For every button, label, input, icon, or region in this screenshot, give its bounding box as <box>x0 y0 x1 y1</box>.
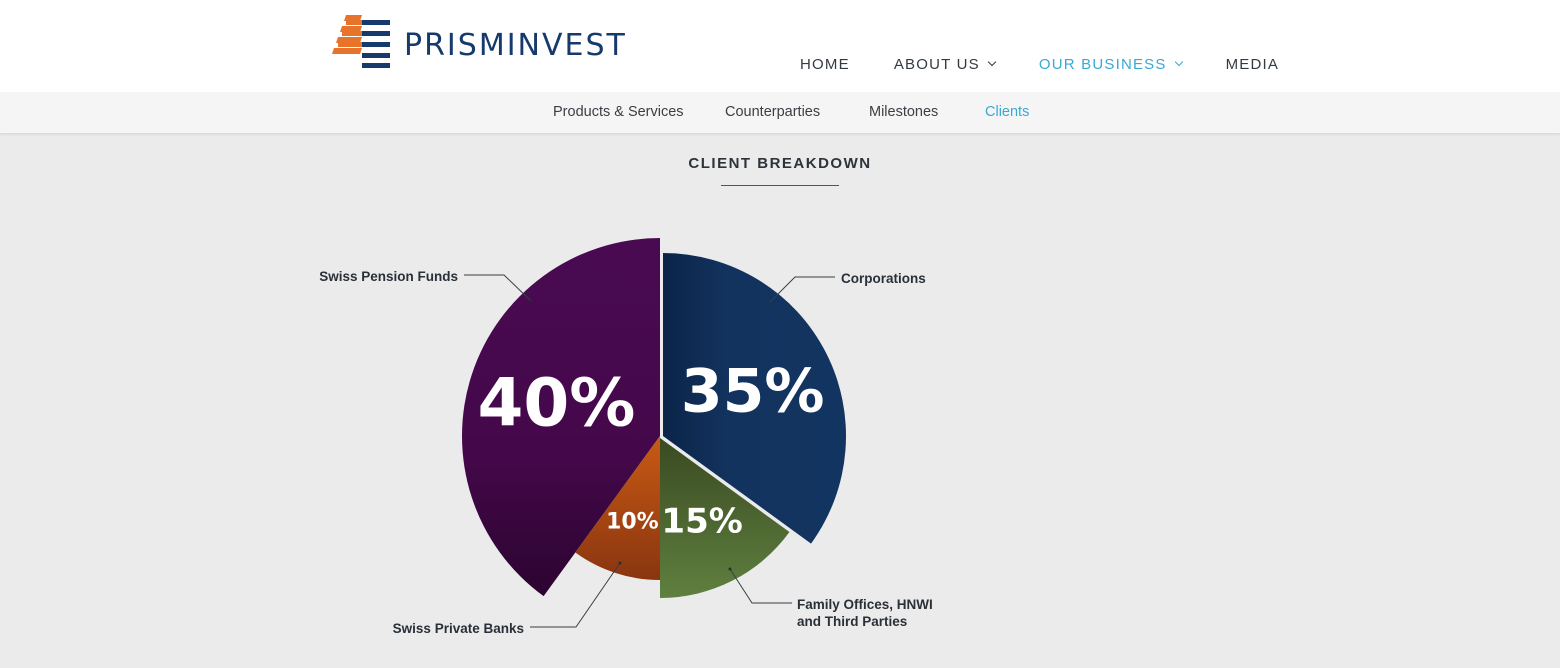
brand-logo[interactable]: PRISMINVEST <box>332 15 627 69</box>
sub-nav: Products & Services Counterparties Miles… <box>0 92 1560 134</box>
pie-value-label-swiss-pension-funds: 40% <box>477 364 635 441</box>
section-title: CLIENT BREAKDOWN <box>688 155 872 172</box>
callout-label-swiss-private-banks: Swiss Private Banks <box>392 621 524 636</box>
subnav-counterparties[interactable]: Counterparties <box>725 104 821 120</box>
pie-slice-swiss-private-banks <box>575 436 660 580</box>
pie-slice-swiss-pension-funds <box>462 238 660 597</box>
pie-slice-corporations <box>663 253 846 544</box>
leader-dot-swiss-pension-funds <box>528 298 532 302</box>
subnav-products-services[interactable]: Products & Services <box>553 104 684 120</box>
leader-dot-swiss-private-banks <box>618 561 622 565</box>
leader-dot-family-offices <box>728 567 732 571</box>
leader-line-swiss-pension-funds <box>464 274 531 301</box>
pie-value-label-swiss-private-banks: 10% <box>606 510 659 535</box>
pie-value-label-family-offices: 15% <box>661 502 742 542</box>
subnav-clients[interactable]: Clients <box>985 104 1030 120</box>
leader-dot-corporations <box>766 302 770 306</box>
subnav-milestones[interactable]: Milestones <box>869 104 939 120</box>
callout-label-family-offices: Family Offices, HNWI and Third Parties <box>797 597 933 629</box>
leader-line-corporations <box>767 276 835 305</box>
site-header: PRISMINVEST HOME ABOUT US OUR BUSINESS M… <box>0 0 1560 92</box>
title-divider <box>721 185 839 186</box>
nav-media[interactable]: MEDIA <box>1226 56 1280 73</box>
brand-name: PRISMINVEST <box>404 27 627 63</box>
pie-value-label-corporations: 35% <box>681 356 825 426</box>
nav-our-business-label: OUR BUSINESS <box>1038 56 1167 73</box>
main-nav: HOME ABOUT US OUR BUSINESS MEDIA <box>800 56 1279 73</box>
leader-line-swiss-private-banks <box>530 562 621 628</box>
nav-home-label: HOME <box>800 56 850 73</box>
prism-logo-icon <box>332 15 390 68</box>
nav-our-business[interactable]: OUR BUSINESS <box>1038 56 1183 73</box>
callout-label-corporations: Corporations <box>841 271 926 286</box>
callout-label-swiss-pension-funds: Swiss Pension Funds <box>319 269 458 284</box>
nav-home[interactable]: HOME <box>800 56 850 73</box>
nav-media-label: MEDIA <box>1225 56 1280 73</box>
pie-slice-family-offices <box>660 438 790 598</box>
nav-about-us[interactable]: ABOUT US <box>893 56 997 73</box>
leader-line-family-offices <box>729 568 792 604</box>
nav-about-us-label: ABOUT US <box>893 56 980 73</box>
